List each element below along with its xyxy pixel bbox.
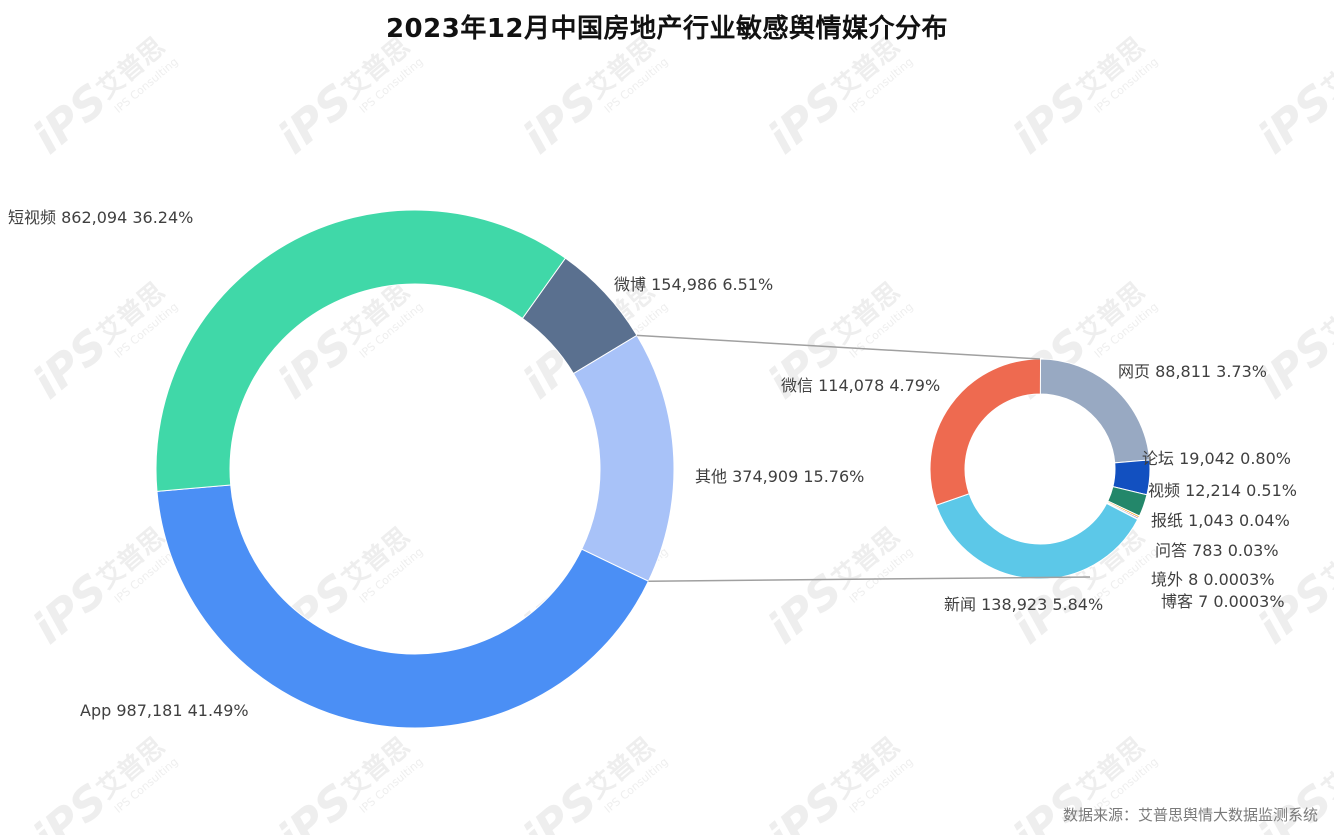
main-slice-label: 微博 154,986 6.51% <box>614 275 773 294</box>
sub-slice-label: 网页 88,811 3.73% <box>1118 362 1267 381</box>
main-slice <box>156 484 650 729</box>
sub-slice <box>935 493 1139 580</box>
sub-slice-label: 博客 7 0.0003% <box>1161 592 1285 611</box>
main-slice-label: 短视频 862,094 36.24% <box>8 208 193 227</box>
sub-slice-label: 境外 8 0.0003% <box>1151 570 1275 589</box>
main-slice <box>572 334 675 582</box>
sub-slice-label: 论坛 19,042 0.80% <box>1142 449 1291 468</box>
sub-slice-label: 微信 114,078 4.79% <box>781 376 940 395</box>
connector-line-bottom <box>648 576 1091 582</box>
sub-slice-label: 问答 783 0.03% <box>1155 541 1279 560</box>
source-note: 数据来源：艾普思舆情大数据监测系统 <box>1062 806 1318 824</box>
sub-slice-label: 新闻 138,923 5.84% <box>944 595 1103 614</box>
sub-slice-label: 报纸 1,043 0.04% <box>1151 511 1290 530</box>
main-slice-label: App 987,181 41.49% <box>80 701 249 720</box>
main-slice <box>155 209 567 492</box>
connector-line-top <box>636 334 1041 360</box>
chart-title: 2023年12月中国房地产行业敏感舆情媒介分布 <box>385 14 949 44</box>
sub-slice-label: 视频 12,214 0.51% <box>1148 481 1297 500</box>
sub-slice <box>929 358 1042 506</box>
main-slice-label: 其他 374,909 15.76% <box>695 467 864 486</box>
